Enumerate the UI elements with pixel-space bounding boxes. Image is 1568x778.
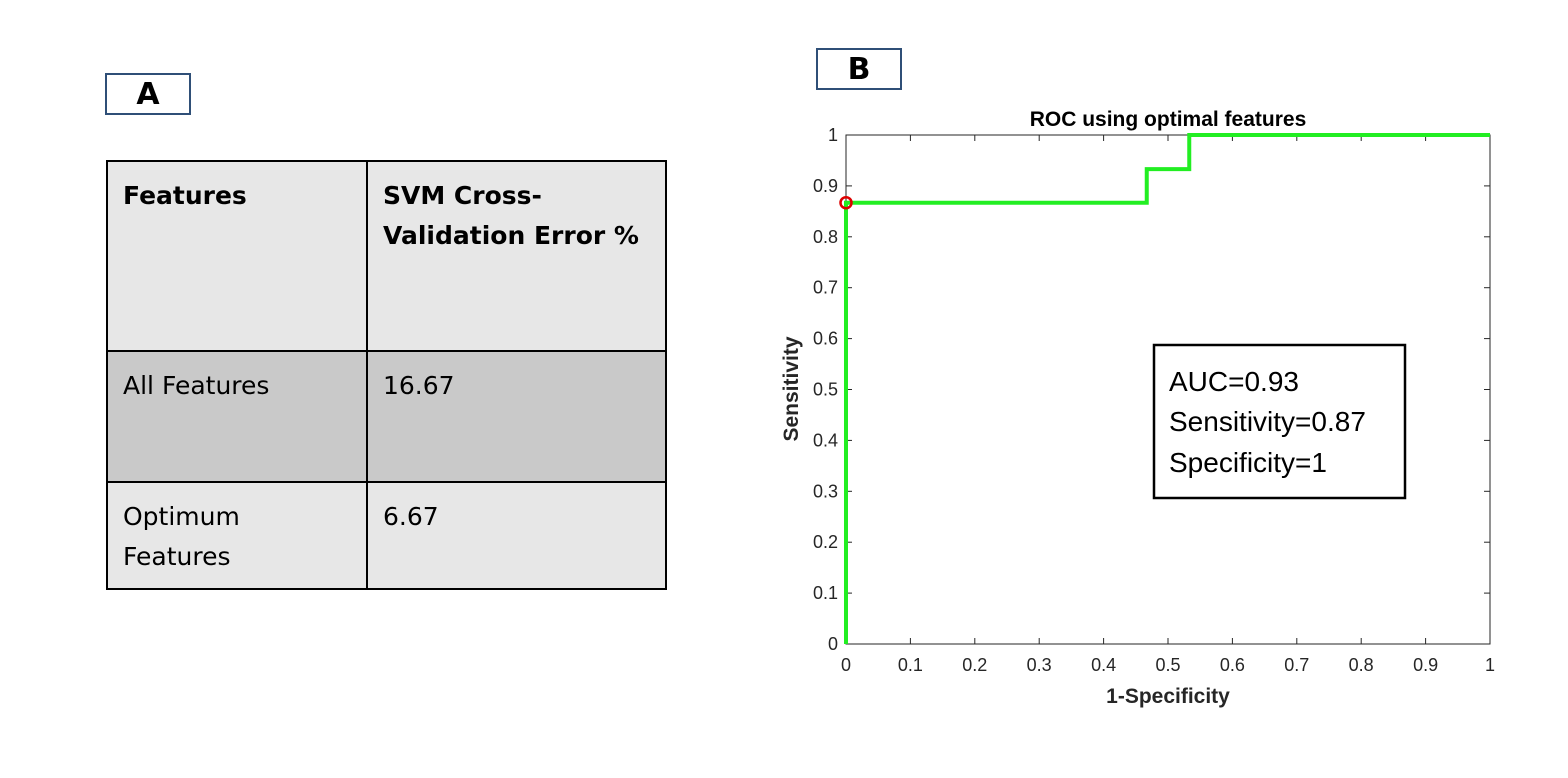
roc-curve-line xyxy=(844,133,1490,644)
feature-name-line-2: Features xyxy=(123,542,231,571)
series-layer xyxy=(844,133,1490,644)
panel-b-label: B xyxy=(816,48,902,90)
annotation-specificity: Specificity=1 xyxy=(1169,447,1327,478)
header-error-line-2: Validation Error % xyxy=(383,221,639,250)
table-header-row: Features SVM Cross- Validation Error % xyxy=(106,160,667,352)
y-tick-label: 0.9 xyxy=(813,176,838,196)
marker-layer xyxy=(839,195,853,210)
x-tick-label: 0.9 xyxy=(1413,655,1438,675)
row-optimum-features-error: 6.67 xyxy=(366,481,667,590)
y-tick-label: 0.5 xyxy=(813,380,838,400)
x-tick-label: 0.1 xyxy=(898,655,923,675)
row-all-features-error: 16.67 xyxy=(366,350,667,483)
y-tick-label: 0.7 xyxy=(813,278,838,298)
annotation-border xyxy=(1152,343,1407,500)
row-optimum-features-name: Optimum Features xyxy=(106,481,368,590)
feature-name-line-1: Optimum xyxy=(123,502,240,531)
x-tick-label: 0.5 xyxy=(1155,655,1180,675)
x-tick-label: 0.3 xyxy=(1027,655,1052,675)
x-tick-label: 0.4 xyxy=(1091,655,1116,675)
y-tick-label: 0.3 xyxy=(813,481,838,501)
y-tick-label: 0.2 xyxy=(813,532,838,552)
annotation-sensitivity: Sensitivity=0.87 xyxy=(1169,406,1366,437)
annotation-box: AUC=0.93 Sensitivity=0.87 Specificity=1 xyxy=(1152,343,1407,500)
header-features-cell: Features xyxy=(106,160,368,352)
x-tick-label: 0.8 xyxy=(1349,655,1374,675)
ticks-layer: 0 0.1 0.2 0.3 0.4 0.5 0.6 0.7 0.8 0.9 1 0 0.1 0.2 0.3 0… xyxy=(813,125,1495,675)
features-table: Features SVM Cross- Validation Error % Al… xyxy=(106,160,667,590)
y-tick-label: 0.8 xyxy=(813,227,838,247)
row-all-features-name: All Features xyxy=(106,350,368,483)
operating-point-marker xyxy=(839,195,853,210)
table-row: Optimum Features 6.67 xyxy=(106,481,667,590)
panel-a-label: A xyxy=(105,73,191,115)
x-tick-label: 0.6 xyxy=(1220,655,1245,675)
y-axis-label: Sensitivity xyxy=(780,336,803,441)
x-axis-label: 1-Specificity xyxy=(1106,685,1230,708)
y-tick-label: 0.1 xyxy=(813,583,838,603)
y-tick-label: 0 xyxy=(828,634,838,654)
chart-title: ROC using optimal features xyxy=(1030,108,1307,131)
header-error-line-1: SVM Cross- xyxy=(383,181,542,210)
header-error-cell: SVM Cross- Validation Error % xyxy=(366,160,667,352)
feature-name-line: All Features xyxy=(123,371,270,400)
table-row: All Features 16.67 xyxy=(106,350,667,483)
y-tick-label: 0.4 xyxy=(813,430,838,450)
header-features-line: Features xyxy=(123,181,247,210)
x-tick-label: 0.2 xyxy=(962,655,987,675)
x-tick-label: 1 xyxy=(1485,655,1495,675)
x-tick-label: 0 xyxy=(841,655,851,675)
y-tick-label: 0.6 xyxy=(813,329,838,349)
annotation-auc: AUC=0.93 xyxy=(1169,366,1299,397)
x-tick-label: 0.7 xyxy=(1284,655,1309,675)
y-tick-label: 1 xyxy=(828,125,838,145)
